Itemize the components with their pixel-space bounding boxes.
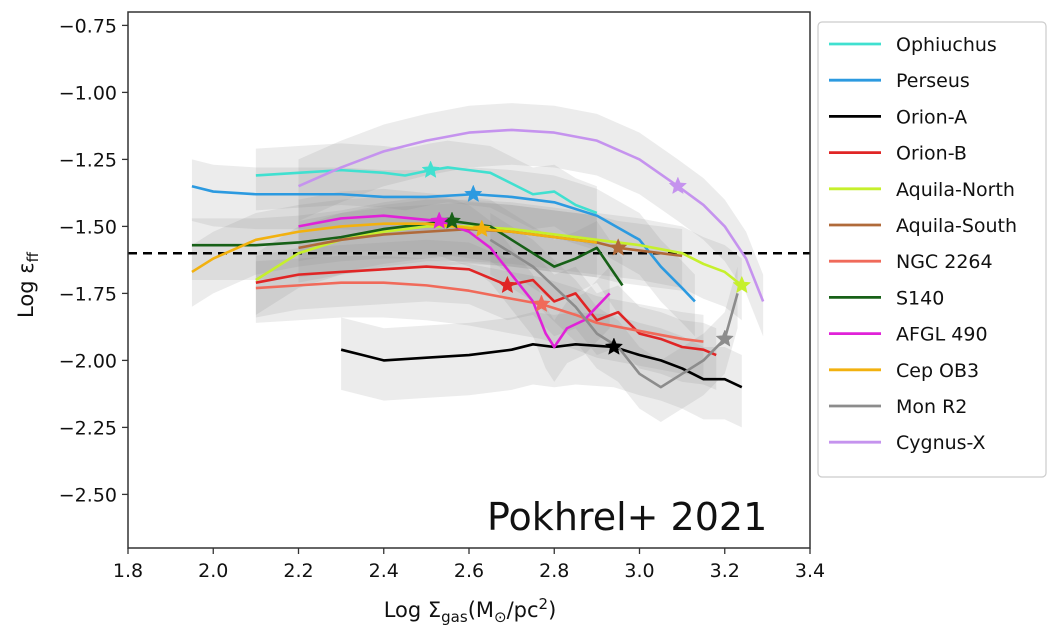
star-marker-orion-b xyxy=(498,275,517,294)
star-marker-afgl-490 xyxy=(429,211,449,229)
legend-label-ophiuchus: Ophiuchus xyxy=(896,34,997,56)
series-line-afgl-490 xyxy=(298,214,611,349)
x-tick-label: 3.2 xyxy=(710,560,740,582)
y-tick-label: −1.75 xyxy=(59,283,117,305)
legend-label-aquila-south: Aquila-South xyxy=(896,215,1017,237)
legend-label-cygnus-x: Cygnus-X xyxy=(896,432,985,454)
y-tick-label: −1.00 xyxy=(59,82,117,104)
band-orion-b xyxy=(255,239,717,390)
x-axis-title: Log Σgas(M⊙/pc2) xyxy=(384,595,557,626)
y-tick-label: −0.75 xyxy=(59,15,117,37)
series-layer xyxy=(191,128,765,389)
star-marker-orion-a xyxy=(604,337,624,355)
y-tick-label: −2.00 xyxy=(59,350,117,372)
y-tick-label: −1.25 xyxy=(59,149,117,171)
legend-label-s140: S140 xyxy=(896,287,944,309)
band-afgl-490 xyxy=(298,188,610,382)
series-line-orion-a xyxy=(340,343,743,389)
series-line-ngc-2264 xyxy=(255,281,704,343)
star-markers xyxy=(421,160,752,355)
star-marker-mon-r2 xyxy=(715,329,734,347)
legend-label-perseus: Perseus xyxy=(896,70,970,92)
y-axis-title: Log εff xyxy=(14,251,42,318)
x-tick-label: 1.8 xyxy=(113,560,143,582)
star-marker-aquila-south xyxy=(608,238,628,256)
series-line-cep-ob3 xyxy=(191,222,598,274)
legend-label-ngc-2264: NGC 2264 xyxy=(896,251,993,273)
legend-box xyxy=(817,21,1047,478)
band-cep-ob3 xyxy=(191,196,597,307)
star-marker-ophiuchus xyxy=(421,160,440,178)
star-marker-ngc-2264 xyxy=(532,294,551,312)
series-line-ophiuchus xyxy=(255,166,598,215)
legend-label-orion-b: Orion-B xyxy=(896,143,967,165)
legend-label-cep-ob3: Cep OB3 xyxy=(896,360,979,382)
band-orion-a xyxy=(341,312,742,428)
x-axis: 1.8 2.0 2.2 2.4 2.6 2.8 3.0 3.2 3.4 xyxy=(113,548,825,582)
series-line-cygnus-x xyxy=(297,128,765,302)
star-marker-aquila-north xyxy=(732,275,752,294)
x-tick-label: 2.0 xyxy=(198,560,228,582)
x-tick-label: 2.4 xyxy=(369,560,399,582)
series-line-orion-b xyxy=(255,265,717,357)
x-tick-label: 2.6 xyxy=(454,560,484,582)
legend: Ophiuchus Perseus Orion-A Orion-B Aquila-Nor… xyxy=(829,34,1017,454)
star-marker-cep-ob3 xyxy=(472,219,491,237)
x-tick-label: 2.8 xyxy=(539,560,569,582)
x-tick-label: 2.2 xyxy=(283,560,313,582)
series-line-mon-r2 xyxy=(489,238,739,389)
legend-label-afgl-490: AFGL 490 xyxy=(896,324,988,346)
y-axis: −0.75 −1.00 −1.25 −1.50 −1.75 −2.00 −2.25 −2.50 xyxy=(59,15,128,506)
legend-label-aquila-north: Aquila-North xyxy=(896,179,1015,201)
y-tick-label: −2.25 xyxy=(59,417,117,439)
legend-label-mon-r2: Mon R2 xyxy=(896,396,967,418)
band-cygnus-x xyxy=(298,103,764,337)
x-tick-label: 3.4 xyxy=(795,560,825,582)
y-tick-label: −2.50 xyxy=(59,484,117,506)
star-marker-cygnus-x xyxy=(668,176,688,195)
x-tick-label: 3.0 xyxy=(624,560,654,582)
annotation: Pokhrel+ 2021 xyxy=(487,495,767,539)
star-marker-perseus xyxy=(464,184,483,203)
y-tick-label: −1.50 xyxy=(59,216,117,238)
band-perseus xyxy=(191,159,695,337)
legend-label-orion-a: Orion-A xyxy=(896,106,967,128)
